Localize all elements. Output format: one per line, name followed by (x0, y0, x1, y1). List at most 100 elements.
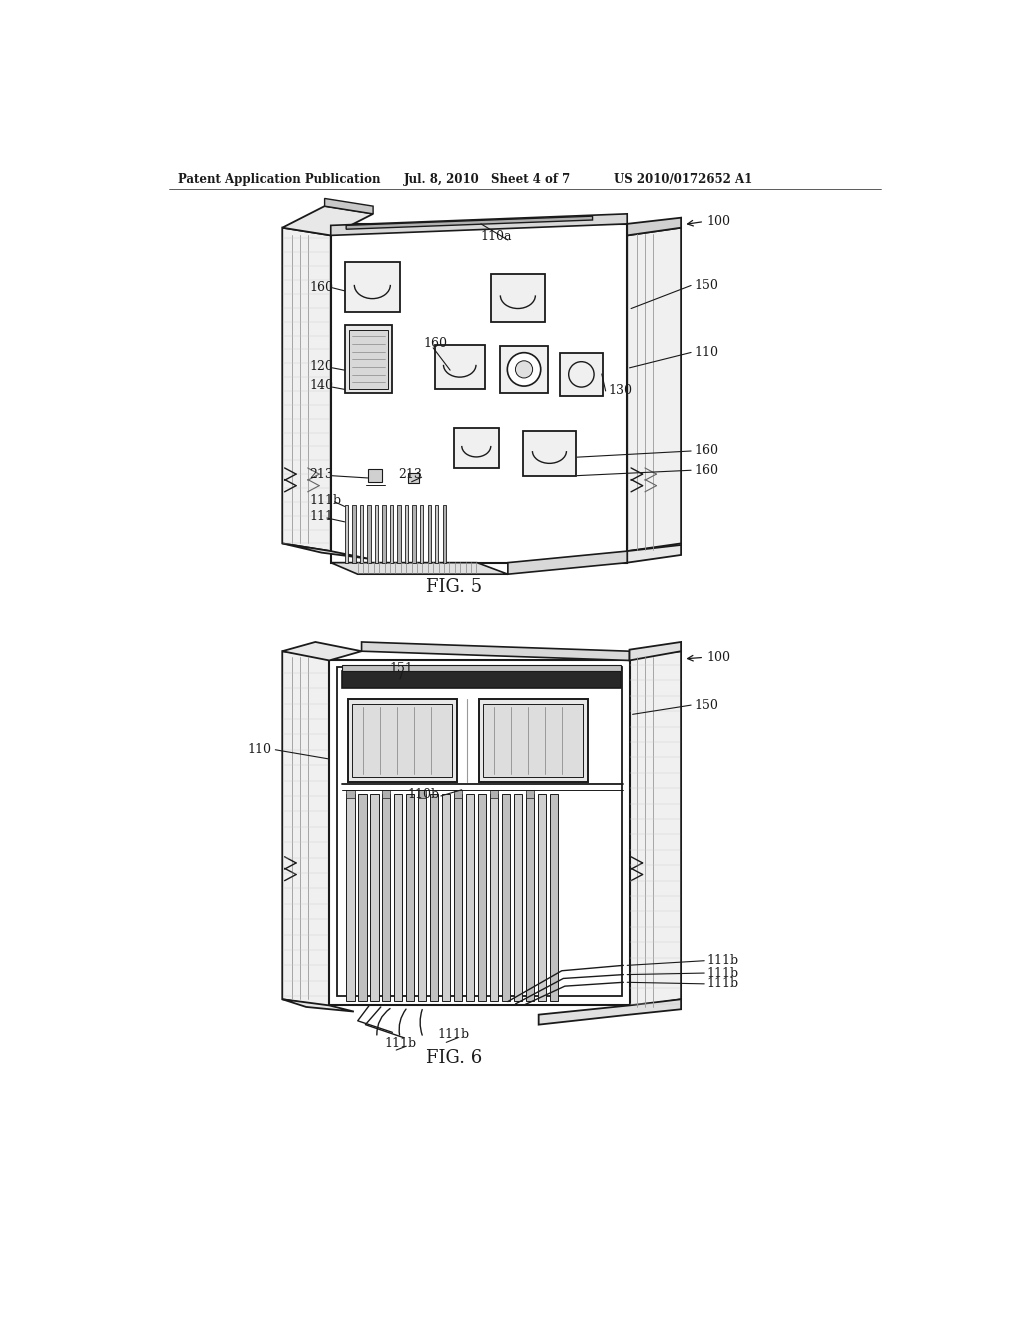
Bar (345, 326, 392, 393)
Text: 111b: 111b (707, 977, 738, 990)
Text: 150: 150 (694, 279, 718, 292)
Bar (550, 793, 558, 1001)
Bar (382, 506, 386, 562)
Text: Patent Application Publication: Patent Application Publication (178, 173, 381, 186)
Text: 160: 160 (694, 445, 718, 458)
Text: 110: 110 (248, 743, 271, 756)
Bar (337, 667, 622, 997)
Bar (390, 506, 393, 562)
Text: 213: 213 (309, 467, 333, 480)
Text: 111b: 111b (437, 1028, 469, 1041)
Bar (526, 789, 535, 797)
Bar (418, 793, 426, 1001)
Bar (420, 506, 423, 562)
Bar (478, 793, 486, 1001)
Bar (526, 793, 535, 1001)
Bar (382, 793, 390, 1001)
Bar (408, 473, 419, 483)
Bar (348, 700, 457, 781)
Bar (478, 700, 588, 781)
Bar (397, 506, 400, 562)
Text: FIG. 5: FIG. 5 (426, 578, 482, 597)
Bar (500, 346, 548, 393)
Bar (368, 470, 382, 482)
Bar (352, 704, 453, 777)
Bar (489, 793, 499, 1001)
Polygon shape (331, 562, 508, 574)
Bar (358, 793, 367, 1001)
Bar (483, 704, 584, 777)
Bar (466, 793, 474, 1001)
Polygon shape (628, 545, 681, 562)
Polygon shape (539, 999, 681, 1024)
Text: Sheet 4 of 7: Sheet 4 of 7 (490, 173, 570, 186)
Bar (454, 428, 499, 469)
Text: 111: 111 (309, 510, 333, 523)
Bar (413, 506, 416, 562)
Polygon shape (630, 651, 681, 1007)
Bar (523, 432, 575, 475)
Bar (342, 671, 621, 688)
Bar (454, 793, 463, 1001)
Polygon shape (330, 660, 630, 1006)
Text: 213: 213 (397, 467, 422, 480)
Polygon shape (283, 227, 331, 552)
Bar (430, 793, 438, 1001)
Text: 111b: 111b (707, 954, 738, 968)
Polygon shape (331, 224, 628, 562)
Bar (352, 506, 355, 562)
Text: 110a: 110a (481, 231, 512, 243)
Text: 130: 130 (608, 384, 632, 397)
Polygon shape (283, 206, 373, 235)
Text: Jul. 8, 2010: Jul. 8, 2010 (403, 173, 479, 186)
Bar (435, 506, 438, 562)
Text: 100: 100 (707, 651, 730, 664)
Text: 110b: 110b (408, 788, 440, 801)
Polygon shape (628, 218, 681, 235)
Bar (349, 330, 388, 388)
Text: 111b: 111b (707, 966, 738, 979)
Polygon shape (283, 999, 354, 1011)
Bar (489, 789, 499, 797)
Circle shape (507, 352, 541, 385)
Bar (435, 345, 484, 389)
Bar (427, 506, 431, 562)
Text: 100: 100 (707, 215, 730, 228)
Text: 160: 160 (309, 281, 333, 294)
Polygon shape (283, 651, 330, 1007)
Bar (345, 263, 400, 313)
Bar (454, 789, 463, 797)
Bar (345, 506, 348, 562)
Text: 160: 160 (694, 463, 718, 477)
Text: FIG. 6: FIG. 6 (426, 1049, 482, 1067)
Bar (560, 354, 602, 396)
Polygon shape (628, 227, 681, 552)
Text: US 2010/0172652 A1: US 2010/0172652 A1 (614, 173, 753, 186)
Polygon shape (325, 198, 373, 214)
Text: 110: 110 (694, 346, 718, 359)
Text: 140: 140 (309, 379, 333, 392)
Bar (407, 793, 415, 1001)
Circle shape (515, 360, 532, 378)
Bar (370, 793, 379, 1001)
Bar (342, 665, 621, 671)
Bar (346, 789, 354, 797)
Bar (404, 506, 409, 562)
Bar (375, 506, 378, 562)
Bar (368, 506, 371, 562)
Polygon shape (630, 642, 681, 660)
Polygon shape (346, 216, 593, 230)
Bar (359, 506, 364, 562)
Text: 111b: 111b (309, 494, 341, 507)
Bar (442, 506, 445, 562)
Text: 150: 150 (694, 698, 718, 711)
Bar (394, 793, 402, 1001)
Bar (502, 793, 510, 1001)
Text: 120: 120 (309, 360, 333, 372)
Bar (514, 793, 522, 1001)
Bar (418, 789, 426, 797)
Bar (442, 793, 451, 1001)
Polygon shape (283, 642, 361, 660)
Bar (382, 789, 390, 797)
Polygon shape (283, 544, 370, 558)
